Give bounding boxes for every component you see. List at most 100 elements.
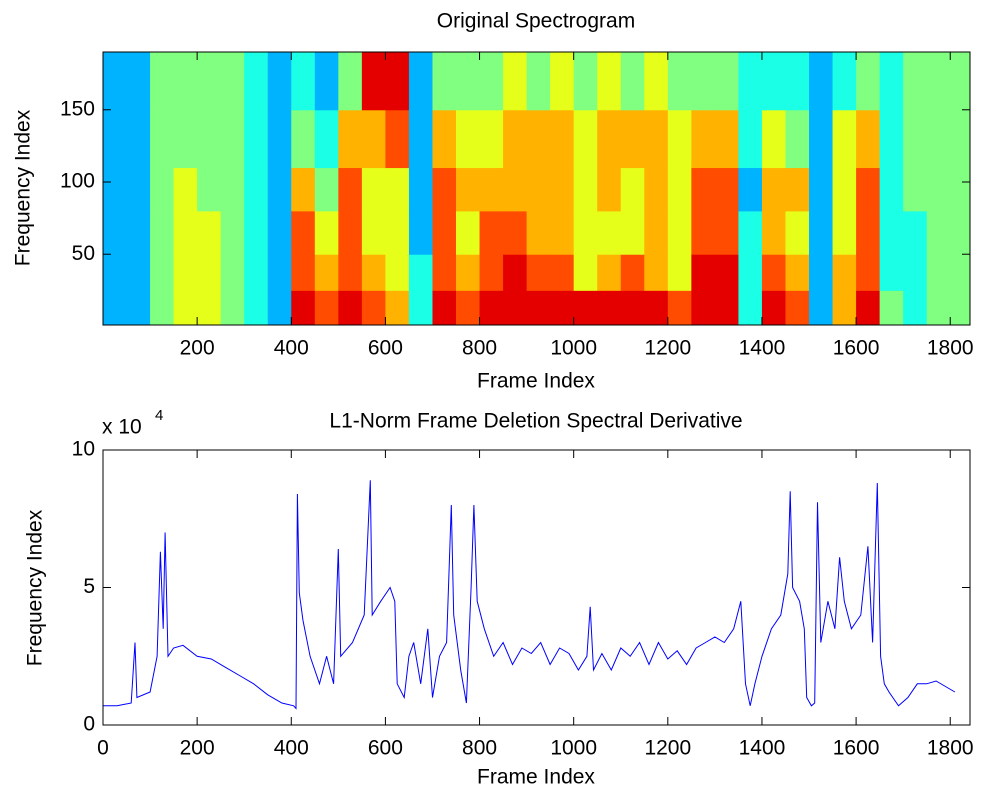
heatmap-cell (197, 210, 222, 255)
heatmap-cell (573, 210, 598, 255)
heatmap-cell (291, 290, 316, 326)
heatmap-cell (761, 52, 786, 111)
chart-title: L1-Norm Frame Deletion Spectral Derivati… (329, 410, 742, 433)
heatmap-cell (103, 52, 128, 111)
heatmap-cell (832, 290, 857, 326)
heatmap-cell (926, 254, 951, 291)
heatmap-cell (479, 167, 504, 212)
heatmap-cell (620, 167, 645, 212)
heatmap-cell (761, 167, 786, 212)
y-tick-label: 100 (60, 170, 95, 193)
x-tick-label: 1600 (833, 737, 880, 760)
heatmap-cell (809, 52, 834, 111)
heatmap-cell (220, 52, 245, 111)
heatmap-cell (620, 290, 645, 326)
heatmap-cell (573, 254, 598, 291)
heatmap-cell (550, 52, 575, 111)
heatmap-cell (244, 109, 269, 169)
heatmap-cell (597, 109, 622, 169)
y-tick-label: 5 (83, 575, 95, 598)
heatmap-cell (667, 254, 692, 291)
heatmap-cell (667, 290, 692, 326)
heatmap-cell (926, 290, 951, 326)
heatmap-cell (479, 52, 504, 111)
heatmap-cell (267, 210, 292, 255)
heatmap-cell (291, 210, 316, 255)
heatmap-cell (432, 52, 457, 111)
heatmap-cell (503, 52, 528, 111)
heatmap-cell (761, 290, 786, 326)
heatmap-cell (220, 290, 245, 326)
heatmap-cell (338, 290, 363, 326)
heatmap-cell (620, 109, 645, 169)
heatmap-cell (244, 52, 269, 111)
heatmap-cell (244, 167, 269, 212)
heatmap-cell (408, 254, 433, 291)
heatmap-cell (903, 167, 928, 212)
heatmap-cell (809, 290, 834, 326)
x-tick-label: 800 (462, 737, 497, 760)
heatmap-cell (785, 290, 810, 326)
heatmap-cell (809, 167, 834, 212)
x-tick-label: 1200 (644, 337, 691, 360)
heatmap-cell (361, 210, 386, 255)
heatmap-cell (197, 52, 222, 111)
x-tick-label: 1000 (550, 737, 597, 760)
heatmap-cell (926, 52, 951, 111)
bottom-axes-frame (102, 449, 971, 726)
x-tick-label: 200 (180, 337, 215, 360)
heatmap-cell (761, 254, 786, 291)
heatmap-cell (879, 210, 904, 255)
heatmap-cell (903, 210, 928, 255)
heatmap-cell (691, 254, 716, 291)
heatmap-cell (926, 210, 951, 255)
heatmap-cell (291, 167, 316, 212)
heatmap-cell (408, 167, 433, 212)
heatmap-cell (573, 290, 598, 326)
heatmap-cell (550, 290, 575, 326)
heatmap-cell (126, 210, 151, 255)
heatmap-cell (432, 290, 457, 326)
heatmap-cell (103, 167, 128, 212)
heatmap-cell (785, 167, 810, 212)
heatmap-cell (314, 52, 339, 111)
heatmap-cell (785, 109, 810, 169)
heatmap-cell (738, 254, 763, 291)
heatmap-cell (267, 167, 292, 212)
heatmap-cell (408, 52, 433, 111)
heatmap-cell (338, 109, 363, 169)
heatmap-cell (220, 254, 245, 291)
heatmap-cell (832, 109, 857, 169)
heatmap-cell (173, 167, 198, 212)
chart-title: Original Spectrogram (437, 10, 635, 33)
heatmap-cell (267, 254, 292, 291)
heatmap-cell (314, 109, 339, 169)
heatmap-cell (456, 52, 481, 111)
heatmap-cell (244, 210, 269, 255)
heatmap-cell (879, 167, 904, 212)
heatmap-cell (314, 210, 339, 255)
plot-area (103, 480, 956, 710)
heatmap-cell (456, 290, 481, 326)
heatmap-cell (950, 52, 971, 111)
heatmap-cell (832, 254, 857, 291)
heatmap-cell (714, 210, 739, 255)
x-tick-label: 1600 (833, 337, 880, 360)
heatmap-cell (644, 290, 669, 326)
heatmap-cell (361, 109, 386, 169)
heatmap-cell (291, 254, 316, 291)
heatmap-cell (832, 167, 857, 212)
heatmap-cell (597, 210, 622, 255)
heatmap-cell (479, 254, 504, 291)
heatmap-cell (432, 254, 457, 291)
heatmap-cell (761, 109, 786, 169)
heatmap-cell (220, 210, 245, 255)
heatmap-cell (361, 254, 386, 291)
heatmap-cell (856, 167, 881, 212)
heatmap-cell (408, 290, 433, 326)
heatmap-cell (903, 290, 928, 326)
heatmap-cell (644, 109, 669, 169)
heatmap-cell (150, 109, 175, 169)
heatmap-cell (385, 52, 410, 111)
heatmap-cell (197, 254, 222, 291)
